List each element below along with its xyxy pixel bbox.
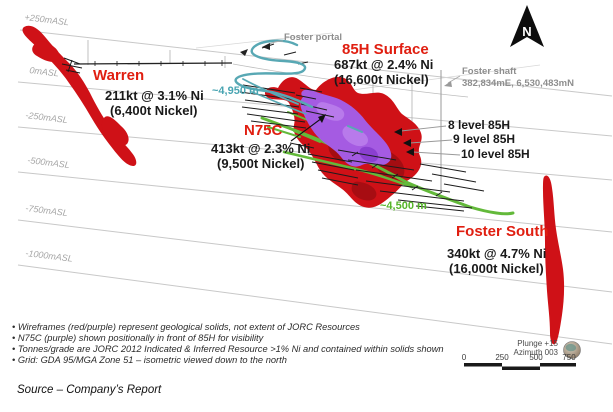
- level-10-label: 10 level 85H: [461, 147, 530, 161]
- footnote: • Wireframes (red/purple) represent geol…: [12, 322, 360, 332]
- deposit-foster-south-tonnage: 340kt @ 4.7% Ni: [447, 246, 547, 261]
- warren-adit-drives: [61, 57, 83, 74]
- deposit-n75c-name: N75C: [244, 122, 283, 139]
- underground-drives: [239, 43, 485, 212]
- globe-icon: [563, 341, 581, 359]
- deposit-n75c-contained: (9,500t Nickel): [217, 156, 305, 171]
- depth-4950-label: ~4,950 m: [212, 85, 259, 97]
- shaft-leader: [444, 75, 461, 87]
- deposit-warren-tonnage: 211kt @ 3.1% Ni: [105, 88, 204, 103]
- source-note: Source – Company’s Report: [17, 384, 162, 396]
- warren-body: [22, 25, 137, 166]
- level-arrows: [394, 128, 414, 156]
- deposit-85h-tonnage: 687kt @ 2.4% Ni: [334, 57, 434, 72]
- level-8-label: 8 level 85H: [448, 118, 511, 132]
- deposit-foster-south-contained: (16,000t Nickel): [449, 261, 544, 276]
- deposit-85h-contained: (16,600t Nickel): [334, 72, 429, 87]
- footnote: • Tonnes/grade are JORC 2012 Indicated &…: [12, 344, 444, 355]
- portal-leader: [240, 40, 284, 56]
- foster-shaft-coords: 382,834mE, 6,530,483mN: [462, 78, 574, 89]
- depth-4500-label: ~4,500 m: [380, 200, 427, 212]
- scalebar-tick-0: 0: [461, 353, 467, 362]
- azimuth-label: Azimuth 003: [513, 348, 558, 357]
- scalebar-tick-250: 250: [495, 353, 509, 362]
- foster-south-body: [543, 175, 565, 345]
- scalebar-tick-750: 750: [562, 353, 576, 362]
- footnote: • N75C (purple) shown positionally in fr…: [12, 333, 264, 344]
- foster-portal-label: Foster portal: [284, 32, 343, 43]
- plunge-label: Plunge +15: [517, 339, 558, 348]
- footnote: • Grid: GDA 95/MGA Zone 51 – isometric v…: [12, 355, 287, 366]
- surface-traverse: [73, 60, 233, 66]
- north-label: N: [522, 24, 532, 39]
- deposit-warren-name: Warren: [93, 67, 145, 84]
- foster-decline: [234, 39, 363, 133]
- n75c-arrow: [290, 114, 326, 142]
- level-leader-lines: [400, 125, 461, 156]
- green-decline: [260, 111, 515, 216]
- level-9-label: 9 level 85H: [453, 132, 516, 146]
- north-arrow-icon: [510, 5, 544, 47]
- deposit-warren-contained: (6,400t Nickel): [110, 103, 198, 118]
- deposit-foster-south-name: Foster South: [456, 223, 549, 240]
- footnotes-block: • Wireframes (red/purple) represent geol…: [12, 322, 502, 367]
- scalebar-tick-500: 500: [529, 353, 543, 362]
- deposit-n75c-tonnage: 413kt @ 2.3% Ni: [211, 141, 311, 156]
- foster-shaft-label: Foster shaft: [462, 66, 517, 77]
- scale-bar: [464, 363, 576, 370]
- deposit-85h-name: 85H Surface: [342, 41, 429, 58]
